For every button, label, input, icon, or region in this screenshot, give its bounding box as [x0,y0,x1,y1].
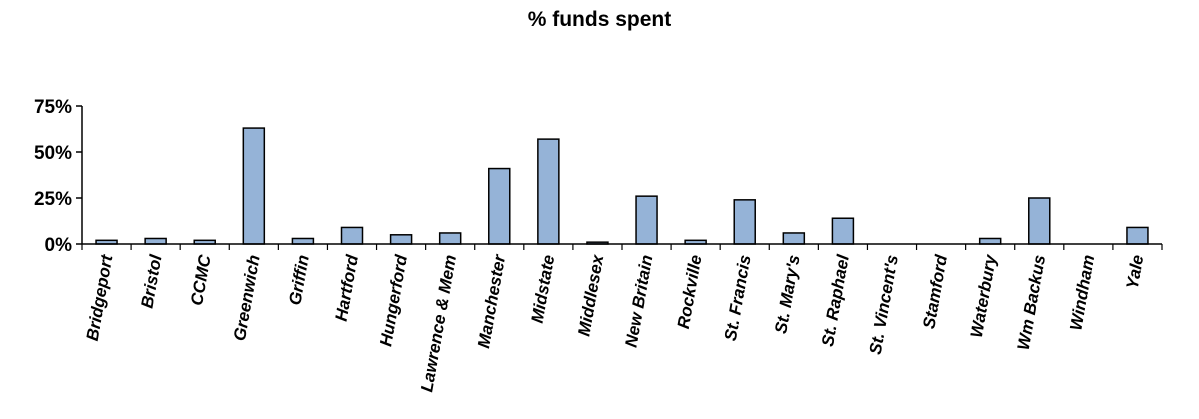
y-tick-label: 50% [34,143,72,164]
category-label: Midstate [528,253,559,324]
category-label: Lawrence & Mem [417,253,460,393]
category-label: Yale [1123,253,1148,290]
bar [782,232,806,245]
category-label: New Britain [622,253,657,348]
y-axis: 0% 25% 50% 75% [34,97,83,256]
bar [831,217,855,245]
y-tick-label: 75% [34,97,72,118]
category-label: St. Mary's [771,253,804,335]
bar [242,127,266,245]
category-label: Manchester [474,252,509,350]
bars [95,127,1149,245]
category-label: Hartford [332,253,362,323]
category-label: St. Vincent's [866,253,902,355]
category-label: Middlesex [574,252,607,338]
category-label: St. Raphael [818,252,853,348]
category-label: Bridgeport [83,252,117,342]
category-label: Wm Backus [1014,253,1049,351]
bar [488,167,511,245]
bar [438,232,462,245]
bar [635,195,658,245]
y-tick-label: 25% [34,189,72,210]
bar [1126,226,1149,245]
y-tick-label: 0% [45,235,73,256]
category-label: Rockville [674,253,706,330]
bar [389,234,413,245]
bar [291,237,315,245]
bar [733,199,756,245]
bar [537,138,560,245]
bar [978,237,1002,245]
category-label: Hungerford [376,253,411,348]
category-label: Griffin [285,253,313,306]
category-label: Windham [1066,253,1098,331]
category-label: CCMC [187,253,215,307]
category-label: Bristol [138,252,166,310]
category-label: Stamford [919,253,951,330]
x-axis: Bridgeport Bristol CCMC Greenwich Griffin Har… [81,243,1163,393]
bar [1028,197,1051,245]
category-label: St. Francis [721,253,755,342]
chart-title: % funds spent [527,8,672,31]
category-label: Waterbury [967,252,1001,339]
category-label: Greenwich [230,253,264,342]
bar [340,226,364,245]
bar [144,237,167,245]
